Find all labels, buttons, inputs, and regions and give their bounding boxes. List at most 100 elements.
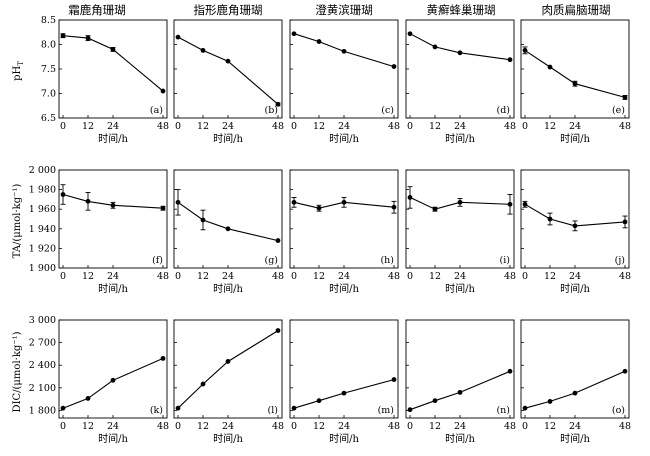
column-title: 肉质扁脑珊瑚 bbox=[542, 3, 611, 17]
data-point bbox=[175, 199, 181, 205]
y-axis-label-ph: pHT bbox=[12, 61, 25, 81]
chart-panel: 0 12 24 48 时间/h (o) bbox=[520, 319, 631, 445]
x-tick-label: 0 bbox=[175, 121, 181, 132]
data-point bbox=[622, 368, 628, 374]
data-point bbox=[457, 389, 463, 395]
data-point bbox=[291, 405, 297, 411]
data-point bbox=[391, 204, 397, 210]
x-tick-label: 48 bbox=[619, 421, 631, 432]
x-axis-label: 时间/h bbox=[213, 432, 243, 445]
y-tick-label: 2 400 bbox=[29, 360, 56, 371]
series-line bbox=[409, 33, 511, 61]
data-point bbox=[160, 205, 166, 211]
chart-panel: 0 12 24 48 时间/h (c) bbox=[289, 19, 400, 145]
x-tick-label: 48 bbox=[619, 121, 631, 132]
panel-frame bbox=[289, 19, 399, 119]
chart-panel: 0 12 24 48 时间/h (j) bbox=[520, 169, 631, 295]
data-point bbox=[522, 47, 528, 53]
data-point bbox=[160, 88, 166, 94]
column-title: 霜鹿角珊瑚 bbox=[68, 3, 126, 17]
x-tick-label: 48 bbox=[157, 421, 169, 432]
panel-frame bbox=[520, 169, 630, 269]
data-point bbox=[175, 34, 181, 40]
y-tick-label: 7.5 bbox=[41, 64, 56, 75]
panel-frame bbox=[405, 319, 515, 419]
series-line bbox=[293, 33, 395, 68]
data-point bbox=[316, 205, 322, 211]
x-axis-label: 时间/h bbox=[560, 132, 590, 145]
x-axis-label: 时间/h bbox=[560, 282, 590, 295]
x-tick-label: 24 bbox=[454, 421, 466, 432]
y-axis-label-ta: TA/(μmol·kg⁻¹) bbox=[12, 184, 23, 259]
x-tick-label: 48 bbox=[388, 421, 400, 432]
panel-frame bbox=[405, 19, 515, 119]
chart-panel: 0 12 24 48 时间/h (d) bbox=[405, 19, 516, 145]
series-line bbox=[409, 370, 511, 411]
x-tick-label: 48 bbox=[504, 421, 516, 432]
series-line bbox=[524, 49, 626, 98]
x-tick-label: 12 bbox=[82, 121, 94, 132]
x-tick-label: 48 bbox=[504, 271, 516, 282]
panel-frame bbox=[520, 19, 630, 119]
x-tick-label: 12 bbox=[82, 421, 94, 432]
data-point bbox=[457, 199, 463, 205]
chart-panel: 0 12 24 48 时间/h (b) bbox=[173, 19, 284, 145]
y-tick-label: 2 700 bbox=[29, 338, 56, 349]
data-point bbox=[572, 81, 578, 87]
x-tick-label: 0 bbox=[291, 271, 297, 282]
x-axis-label: 时间/h bbox=[213, 132, 243, 145]
series-line bbox=[62, 193, 164, 209]
data-point bbox=[547, 399, 553, 404]
x-tick-label: 24 bbox=[222, 421, 234, 432]
data-point bbox=[391, 377, 397, 382]
data-point bbox=[275, 238, 281, 243]
x-tick-label: 24 bbox=[222, 271, 234, 282]
data-point bbox=[407, 31, 413, 37]
data-point bbox=[175, 405, 181, 411]
x-tick-label: 24 bbox=[569, 121, 581, 132]
data-point bbox=[507, 57, 513, 63]
panel-label: (i) bbox=[500, 255, 510, 266]
panel-frame bbox=[173, 19, 283, 119]
data-point bbox=[110, 202, 116, 208]
data-point bbox=[391, 64, 397, 69]
x-tick-label: 12 bbox=[544, 121, 556, 132]
x-tick-label: 12 bbox=[82, 271, 94, 282]
data-point bbox=[341, 390, 347, 396]
x-tick-label: 48 bbox=[272, 121, 284, 132]
data-point bbox=[522, 201, 528, 207]
data-point bbox=[316, 39, 322, 44]
x-tick-label: 12 bbox=[197, 421, 209, 432]
x-tick-label: 24 bbox=[454, 121, 466, 132]
y-tick-label: 2 100 bbox=[29, 383, 56, 394]
data-point bbox=[432, 206, 438, 212]
column-title: 澄黄滨珊瑚 bbox=[315, 3, 373, 17]
chart-panel: 0 12 24 48 时间/h 1 800 2 100 2 400 2 700 3 000 (k) bbox=[29, 315, 169, 445]
data-point bbox=[225, 359, 231, 364]
panel-label: (o) bbox=[612, 405, 625, 416]
x-tick-label: 0 bbox=[522, 421, 528, 432]
data-point bbox=[572, 390, 578, 396]
chart-panel: 0 12 24 48 时间/h 1 900 1 920 1 940 1 960 1 980 2 00… bbox=[29, 165, 169, 295]
data-point bbox=[341, 199, 347, 205]
data-point bbox=[407, 195, 413, 200]
x-tick-label: 12 bbox=[544, 271, 556, 282]
panel-frame bbox=[289, 169, 399, 269]
y-tick-label: 7.0 bbox=[41, 89, 56, 100]
x-tick-label: 24 bbox=[222, 121, 234, 132]
chart-panel: 0 12 24 48 时间/h (n) bbox=[405, 319, 516, 445]
y-axis-label-ph-main: pH bbox=[12, 65, 23, 80]
y-tick-label: 2 000 bbox=[29, 165, 56, 176]
x-tick-label: 48 bbox=[388, 121, 400, 132]
x-tick-label: 0 bbox=[60, 121, 66, 132]
series-line bbox=[62, 357, 164, 409]
data-point bbox=[200, 47, 206, 53]
series-line bbox=[524, 203, 626, 227]
x-tick-label: 12 bbox=[429, 421, 441, 432]
x-tick-label: 0 bbox=[175, 421, 181, 432]
panel-label: (e) bbox=[612, 105, 625, 116]
x-tick-label: 24 bbox=[569, 271, 581, 282]
y-axis-label-dic: DIC/(μmol·kg⁻¹) bbox=[12, 331, 23, 412]
data-point bbox=[60, 405, 66, 411]
x-tick-label: 12 bbox=[313, 271, 325, 282]
